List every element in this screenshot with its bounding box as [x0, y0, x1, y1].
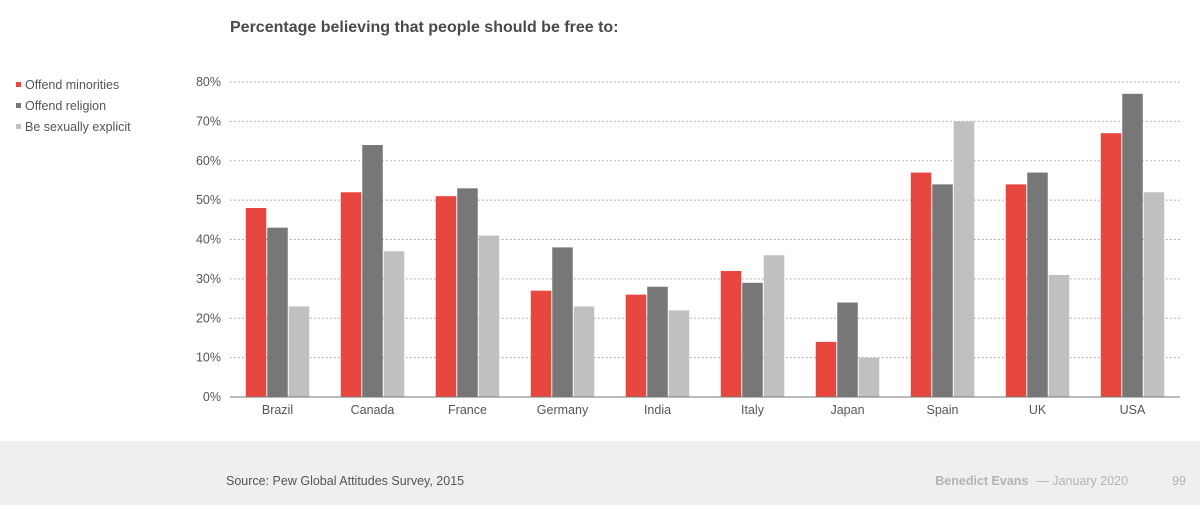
y-tick-label: 60%: [196, 154, 221, 168]
legend-swatch: [16, 103, 21, 108]
y-tick-label: 20%: [196, 311, 221, 325]
footer: Source: Pew Global Attitudes Survey, 201…: [0, 441, 1200, 505]
bar: [953, 121, 975, 397]
y-tick-label: 70%: [196, 114, 221, 128]
bar: [932, 184, 953, 397]
bar: [625, 294, 647, 397]
x-tick-label: UK: [1029, 403, 1047, 417]
bar: [552, 247, 573, 397]
legend-label: Be sexually explicit: [25, 119, 131, 134]
bar: [815, 341, 837, 397]
bar: [720, 271, 742, 397]
x-tick-label: Japan: [830, 403, 864, 417]
x-tick-label: Spain: [927, 403, 959, 417]
bar: [837, 302, 858, 397]
y-tick-label: 10%: [196, 351, 221, 365]
y-tick-label: 0%: [203, 390, 221, 404]
x-tick-label: Brazil: [262, 403, 293, 417]
bar: [1100, 133, 1122, 397]
x-tick-label: France: [448, 403, 487, 417]
bar: [742, 282, 763, 397]
bar: [478, 235, 500, 397]
y-tick-label: 50%: [196, 193, 221, 207]
y-tick-label: 40%: [196, 233, 221, 247]
chart-title: Percentage believing that people should …: [230, 19, 619, 36]
footer-credit: Benedict Evans — January 2020 99: [935, 474, 1186, 488]
bar: [647, 286, 668, 397]
x-tick-label: Canada: [351, 403, 395, 417]
legend-label: Offend minorities: [25, 77, 120, 92]
legend-item: Be sexually explicit: [16, 116, 131, 137]
bar: [457, 188, 478, 397]
legend-item: Offend minorities: [16, 74, 131, 95]
bar: [668, 310, 690, 397]
x-tick-label: USA: [1120, 403, 1146, 417]
author-name: Benedict Evans: [935, 474, 1029, 488]
y-tick-label: 80%: [196, 75, 221, 89]
bar: [1048, 274, 1070, 397]
y-tick-label: 30%: [196, 272, 221, 286]
legend-swatch: [16, 82, 21, 87]
bar: [362, 145, 383, 397]
bar: [910, 172, 932, 397]
bar: [1122, 93, 1143, 397]
legend-item: Offend religion: [16, 95, 131, 116]
bar: [288, 306, 310, 397]
source-note: Source: Pew Global Attitudes Survey, 201…: [226, 474, 465, 488]
bar: [858, 357, 880, 397]
bar: [245, 208, 267, 397]
page-number: 99: [1172, 474, 1186, 488]
x-tick-label: Italy: [741, 403, 765, 417]
bar: [1143, 192, 1165, 397]
bar: [267, 227, 288, 397]
chart-plot: 0% 10% 20% 30% 40% 50% 60% 70% 80% Brazil Canada Fr…: [196, 75, 1180, 417]
date-label: — January 2020: [1036, 474, 1129, 488]
bar: [530, 290, 552, 397]
bar: [573, 306, 595, 397]
bar: [763, 255, 785, 397]
bar: [435, 196, 457, 397]
legend: Offend minorities Offend religion Be sexua…: [16, 74, 131, 137]
bar: [340, 192, 362, 397]
legend-label: Offend religion: [25, 98, 107, 113]
legend-swatch: [16, 124, 21, 129]
bar: [1027, 172, 1048, 397]
x-tick-label: Germany: [537, 403, 589, 417]
bar: [383, 251, 405, 397]
bar: [1005, 184, 1027, 397]
x-tick-label: India: [644, 403, 671, 417]
